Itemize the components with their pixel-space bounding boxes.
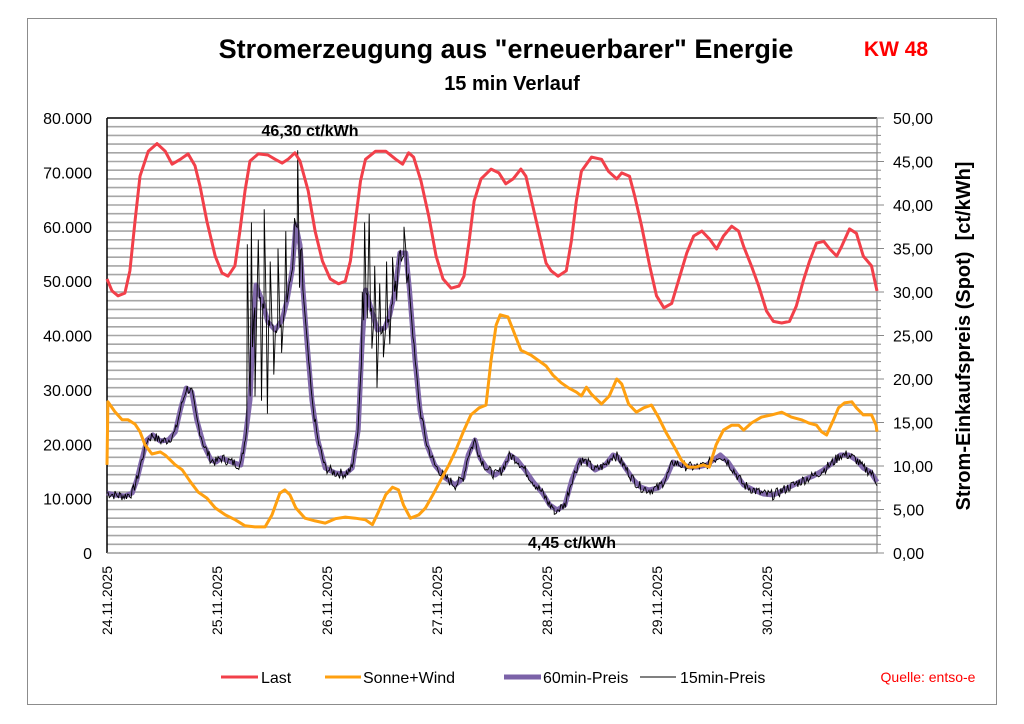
- y-tick-left-label: 50.000: [43, 274, 92, 291]
- y-tick-left-label: 30.000: [43, 383, 92, 400]
- y-tick-right-label: 0,00: [893, 546, 924, 563]
- x-tick-label: 25.11.2025: [209, 566, 225, 635]
- legend-label-sonne-wind: Sonne+Wind: [363, 670, 455, 687]
- annotation-min-price: 4,45 ct/kWh: [528, 535, 616, 552]
- y-tick-right-label: 50,00: [893, 111, 933, 128]
- y-axis-right: 0,00 5,00 10,00 15,00 20,00 25,00 30,00 35,00 40…: [877, 111, 933, 563]
- series-sonne-wind-line: [105, 313, 879, 529]
- legend-label-last: Last: [261, 670, 292, 687]
- y-tick-left-label: 10.000: [43, 492, 92, 509]
- week-badge: KW 48: [864, 38, 929, 61]
- y-tick-right-label: 40,00: [893, 198, 933, 215]
- x-tick-label: 30.11.2025: [759, 566, 775, 635]
- legend-item-60min-preis: 60min-Preis: [504, 670, 628, 687]
- series-layer: [105, 142, 880, 529]
- y-tick-right-label: 45,00: [893, 155, 933, 172]
- y-tick-left-label: 20.000: [43, 437, 92, 454]
- y-tick-left-label: 80.000: [43, 111, 92, 128]
- y-tick-left-label: 60.000: [43, 220, 92, 237]
- y-tick-right-label: 20,00: [893, 372, 933, 389]
- gridlines: [107, 125, 877, 546]
- y-tick-right-label: 15,00: [893, 416, 933, 433]
- legend-label-60min-preis: 60min-Preis: [543, 670, 628, 687]
- legend-item-15min-preis: 15min-Preis: [640, 670, 765, 687]
- y-axis-left: 0 10.000 20.000 30.000 40.000 50.000 60.000 70.…: [43, 111, 92, 563]
- chart-title: Stromerzeugung aus "erneuerbarer" Energi…: [219, 34, 794, 64]
- x-axis: 24.11.2025 25.11.2025 26.11.2025 27.11.2025…: [99, 566, 775, 635]
- y-tick-right-label: 30,00: [893, 285, 933, 302]
- y-tick-left-label: 70.000: [43, 165, 92, 182]
- y-tick-right-label: 35,00: [893, 242, 933, 259]
- x-tick-label: 27.11.2025: [429, 566, 445, 635]
- y-tick-right-label: 5,00: [893, 503, 924, 520]
- series-60min-preis-line: [106, 222, 880, 513]
- annotation-max-price: 46,30 ct/kWh: [262, 123, 359, 140]
- x-tick-label: 24.11.2025: [99, 566, 115, 635]
- series-15min-preis-line: [106, 150, 878, 515]
- series-last-line: [105, 142, 879, 325]
- x-tick-label: 28.11.2025: [539, 566, 555, 635]
- legend-label-15min-preis: 15min-Preis: [680, 670, 765, 687]
- legend: Last Sonne+Wind 60min-Preis 15min-Preis: [221, 670, 765, 687]
- x-tick-label: 26.11.2025: [319, 566, 335, 635]
- legend-item-sonne-wind: Sonne+Wind: [325, 670, 455, 687]
- chart-subtitle: 15 min Verlauf: [444, 73, 580, 95]
- source-label: Quelle: entso-e: [881, 669, 976, 685]
- y-tick-left-label: 0: [83, 546, 92, 563]
- y-axis-right-label: Strom-Einkaufspreis (Spot) [ct/kWh]: [953, 162, 975, 511]
- legend-item-last: Last: [221, 670, 292, 687]
- y-tick-right-label: 10,00: [893, 459, 933, 476]
- y-tick-left-label: 40.000: [43, 329, 92, 346]
- y-tick-right-label: 25,00: [893, 329, 933, 346]
- x-tick-label: 29.11.2025: [649, 566, 665, 635]
